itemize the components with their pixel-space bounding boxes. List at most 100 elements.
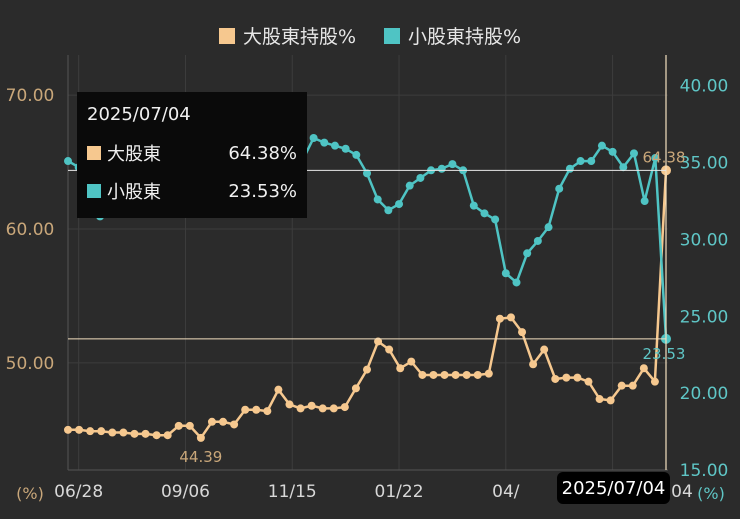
series-0-point-27 bbox=[363, 365, 371, 374]
series-1-point-23 bbox=[309, 134, 318, 142]
series-0-point-26 bbox=[351, 384, 360, 393]
tooltip-label-small: 小股東 bbox=[107, 182, 161, 203]
series-0-point-10 bbox=[174, 421, 183, 430]
series-1-point-25 bbox=[330, 141, 339, 150]
last-value-label-small: 23.53 bbox=[643, 345, 686, 363]
series-0-point-5 bbox=[119, 428, 128, 437]
series-0-point-44 bbox=[551, 374, 560, 383]
tooltip-swatch-big bbox=[87, 146, 101, 160]
series-0-point-17 bbox=[252, 405, 261, 414]
tooltip-swatch-small bbox=[87, 184, 101, 198]
series-0-point-7 bbox=[141, 429, 150, 438]
series-1-point-46 bbox=[555, 184, 564, 193]
series-0-point-21 bbox=[296, 404, 305, 413]
x-tick-label-5: 04 bbox=[671, 482, 693, 502]
series-1-point-45 bbox=[544, 223, 553, 232]
series-1-point-40 bbox=[491, 215, 500, 224]
series-0-point-48 bbox=[595, 395, 604, 404]
series-0-point-39 bbox=[495, 314, 504, 323]
series-0-point-30 bbox=[396, 364, 405, 373]
series-0-point-6 bbox=[130, 429, 139, 438]
series-0-point-23 bbox=[318, 404, 327, 413]
right-tick-label-3: 30.00 bbox=[680, 230, 729, 250]
last-value-label-big: 64.38 bbox=[643, 148, 686, 166]
series-0-point-14 bbox=[219, 417, 228, 426]
series-1-point-50 bbox=[597, 141, 606, 150]
right-tick-label-5: 40.00 bbox=[680, 77, 729, 97]
series-1-point-26 bbox=[341, 144, 350, 153]
series-0-point-35 bbox=[451, 370, 460, 379]
series-0-point-20 bbox=[285, 400, 294, 409]
series-0-point-32 bbox=[418, 370, 427, 379]
series-1-point-30 bbox=[384, 206, 393, 215]
right-tick-label-1: 20.00 bbox=[680, 384, 729, 404]
series-1-point-38 bbox=[469, 201, 478, 210]
series-1-point-43 bbox=[523, 249, 532, 258]
series-0-point-42 bbox=[529, 360, 538, 369]
series-0-point-36 bbox=[462, 370, 471, 379]
tooltip-row-small: 小股東 23.53% bbox=[87, 178, 297, 204]
series-1-point-49 bbox=[587, 157, 596, 166]
series-0-point-29 bbox=[385, 345, 394, 354]
series-0-point-37 bbox=[473, 370, 482, 379]
x-tick-label-4: 04/ bbox=[492, 482, 520, 502]
series-0-point-45 bbox=[562, 373, 571, 382]
x-tick-label-0: 06/28 bbox=[54, 482, 103, 502]
series-0-point-49 bbox=[606, 396, 615, 405]
right-axis-unit: (%) bbox=[697, 484, 725, 503]
series-0-point-38 bbox=[484, 369, 493, 378]
series-1-point-24 bbox=[320, 138, 329, 147]
series-0-point-2 bbox=[86, 427, 95, 436]
series-0-point-1 bbox=[75, 425, 84, 434]
series-1-point-31 bbox=[395, 200, 404, 209]
series-0-point-15 bbox=[230, 420, 239, 429]
series-0-point-19 bbox=[274, 385, 283, 394]
legend: 大股東持股% 小股東持股% bbox=[0, 22, 740, 49]
series-1-point-33 bbox=[416, 173, 425, 182]
series-1-point-54 bbox=[640, 197, 649, 206]
series-0-point-18 bbox=[263, 407, 272, 416]
legend-label-small: 小股東持股% bbox=[408, 26, 522, 48]
series-0-point-31 bbox=[407, 357, 416, 366]
series-0-point-46 bbox=[573, 373, 582, 382]
right-tick-label-4: 35.00 bbox=[680, 154, 729, 174]
series-0-point-34 bbox=[440, 370, 449, 379]
series-0-point-12 bbox=[196, 433, 205, 442]
tooltip-value-big: 64.38% bbox=[228, 142, 297, 164]
left-tick-label-1: 60.00 bbox=[6, 220, 55, 240]
legend-item-small-holders[interactable]: 小股東持股% bbox=[384, 22, 521, 49]
series-0-point-41 bbox=[518, 328, 527, 337]
series-1-point-28 bbox=[363, 169, 371, 178]
series-1-point-51 bbox=[608, 147, 617, 156]
series-0-point-53 bbox=[650, 377, 659, 386]
series-1-point-44 bbox=[533, 236, 542, 245]
series-0-point-24 bbox=[329, 404, 338, 413]
min-value-label: 44.39 bbox=[179, 448, 222, 466]
series-1-point-41 bbox=[501, 269, 510, 278]
series-0-point-0 bbox=[64, 425, 72, 434]
legend-item-big-holders[interactable]: 大股東持股% bbox=[218, 22, 356, 49]
series-1-point-29 bbox=[373, 195, 382, 204]
tooltip-date: 2025/07/04 bbox=[87, 104, 191, 125]
series-0-point-8 bbox=[152, 431, 161, 440]
series-0-point-47 bbox=[584, 377, 593, 386]
series-1-point-27 bbox=[352, 150, 361, 159]
series-0-point-13 bbox=[207, 417, 216, 426]
series-1-point-53 bbox=[629, 149, 638, 158]
series-0-point-50 bbox=[617, 381, 626, 390]
series-0-point-3 bbox=[97, 427, 106, 436]
crosshair-date-label: 2025/07/04 bbox=[557, 472, 670, 504]
left-tick-label-0: 50.00 bbox=[6, 354, 55, 374]
series-0-point-28 bbox=[374, 337, 383, 346]
left-tick-label-2: 70.00 bbox=[6, 86, 55, 106]
series-1-point-36 bbox=[448, 160, 457, 169]
series-0-point-43 bbox=[540, 345, 549, 354]
x-tick-label-2: 11/15 bbox=[268, 482, 317, 502]
series-1-point-39 bbox=[480, 209, 489, 218]
right-tick-label-2: 25.00 bbox=[680, 307, 729, 327]
x-tick-label-3: 01/22 bbox=[375, 482, 424, 502]
series-0-point-22 bbox=[307, 401, 316, 410]
right-tick-label-0: 15.00 bbox=[680, 461, 729, 481]
